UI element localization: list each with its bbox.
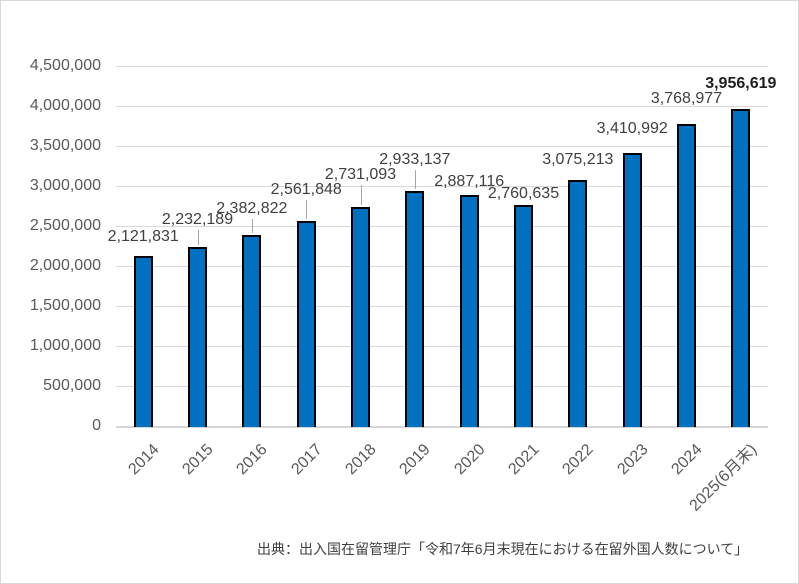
data-label: 2,731,093 bbox=[324, 166, 397, 184]
gridline bbox=[116, 105, 768, 107]
source-note: 出典：出入国在留管理庁「令和7年6月末現在における在留外国人数について」 bbox=[257, 541, 749, 557]
leader-line bbox=[197, 230, 199, 246]
y-tick-label: 500,000 bbox=[43, 376, 101, 394]
bar bbox=[622, 152, 642, 427]
bar bbox=[296, 220, 316, 427]
y-tick-label: 2,500,000 bbox=[29, 216, 101, 234]
bar bbox=[188, 247, 207, 427]
data-label: 2,382,822 bbox=[216, 200, 288, 218]
x-tick-label: 2015 bbox=[179, 441, 217, 479]
y-tick-label: 1,000,000 bbox=[29, 336, 101, 354]
x-tick-label: 2019 bbox=[396, 441, 434, 479]
bar bbox=[351, 207, 370, 427]
x-tick-label: 2016 bbox=[233, 441, 271, 479]
leader-line bbox=[306, 199, 308, 219]
bar bbox=[242, 235, 262, 427]
data-label: 3,956,619 bbox=[705, 75, 777, 92]
data-label: 2,933,137 bbox=[379, 151, 451, 168]
y-tick-label: 4,500,000 bbox=[29, 56, 101, 74]
data-label: 2,232,189 bbox=[161, 211, 234, 229]
bar bbox=[459, 194, 479, 427]
gridline bbox=[116, 305, 768, 307]
gridline bbox=[116, 225, 768, 227]
data-label: 2,561,848 bbox=[270, 180, 342, 198]
data-label: 2,760,635 bbox=[487, 184, 560, 202]
x-tick-label: 2020 bbox=[451, 441, 489, 479]
data-label: 2,121,831 bbox=[107, 228, 179, 245]
data-label: 2,887,116 bbox=[434, 172, 505, 190]
x-axis-line bbox=[116, 425, 768, 428]
y-tick-label: 3,000,000 bbox=[29, 176, 101, 194]
leader-line bbox=[360, 185, 362, 206]
leader-line bbox=[251, 219, 253, 234]
y-tick-label: 3,500,000 bbox=[29, 136, 101, 154]
gridline bbox=[116, 265, 768, 267]
y-tick-label: 1,500,000 bbox=[29, 296, 101, 314]
bar bbox=[568, 179, 588, 427]
data-label: 3,410,992 bbox=[596, 119, 668, 137]
y-tick-label: 4,000,000 bbox=[29, 96, 101, 114]
bar bbox=[677, 124, 696, 427]
gridline bbox=[116, 385, 768, 387]
bar bbox=[514, 204, 533, 427]
bar bbox=[133, 256, 153, 427]
x-tick-label: 2023 bbox=[614, 441, 652, 479]
bar bbox=[405, 191, 425, 427]
leader-line bbox=[414, 170, 416, 189]
data-label: 3,768,977 bbox=[650, 90, 723, 108]
x-tick-label: 2017 bbox=[288, 441, 326, 479]
gridline bbox=[116, 145, 768, 147]
gridline bbox=[116, 185, 768, 187]
gridline bbox=[116, 345, 768, 347]
x-tick-label: 2024 bbox=[668, 441, 706, 479]
x-tick-label: 2022 bbox=[559, 441, 597, 479]
bar bbox=[731, 109, 751, 427]
y-tick-label: 0 bbox=[92, 417, 101, 434]
x-tick-label: 2014 bbox=[125, 441, 163, 479]
y-tick-label: 2,000,000 bbox=[29, 256, 101, 274]
x-tick-label: 2021 bbox=[505, 441, 543, 479]
data-label: 3,075,213 bbox=[542, 150, 614, 168]
x-tick-label: 2018 bbox=[342, 441, 380, 479]
gridline bbox=[116, 65, 768, 67]
